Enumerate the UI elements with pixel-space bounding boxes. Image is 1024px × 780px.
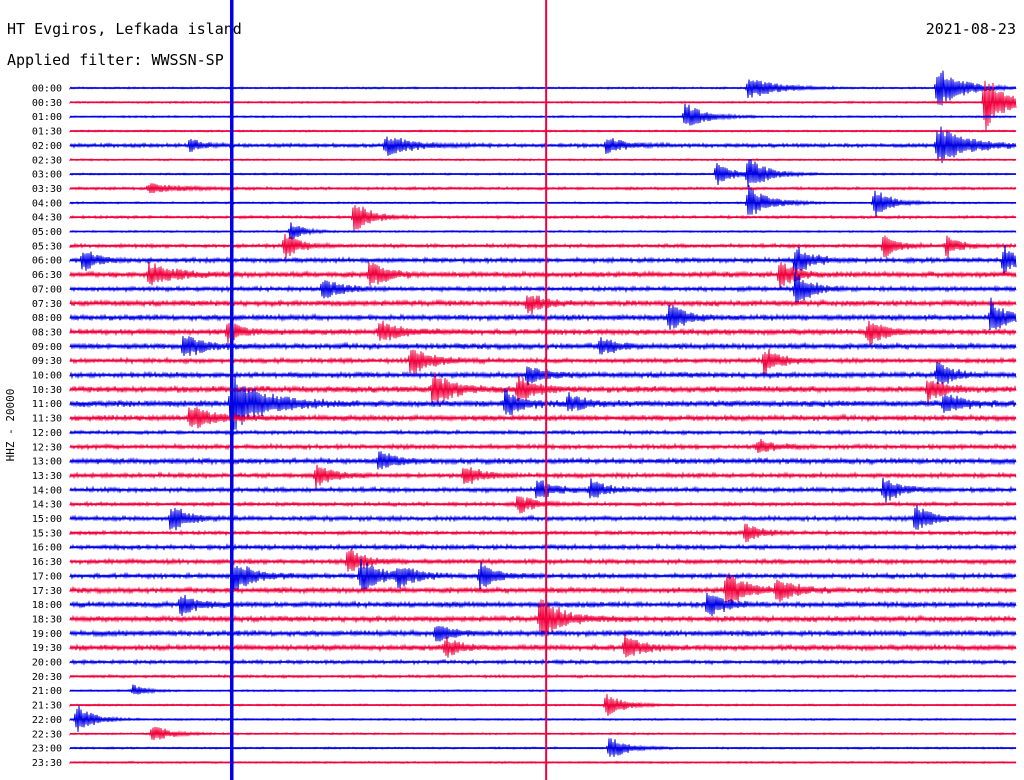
row-time-label: 17:00: [32, 571, 62, 582]
trace-line: [69, 438, 1017, 453]
row-time-label: 08:30: [32, 327, 62, 338]
row-time-label: 20:00: [32, 658, 62, 669]
row-time-label: 04:00: [32, 198, 62, 209]
trace-line: [69, 549, 1017, 572]
row-time-label: 05:00: [32, 227, 62, 238]
row-time-label: 07:30: [32, 299, 62, 310]
row-time-label: 14:00: [32, 485, 62, 496]
row-time-label: 21:00: [32, 686, 62, 697]
row-time-label: 13:30: [32, 471, 62, 482]
row-time-label: 15:30: [32, 528, 62, 539]
trace-line: [69, 159, 1017, 188]
trace-line: [69, 295, 1017, 315]
trace-line: [69, 103, 1017, 126]
row-time-label: 00:30: [32, 98, 62, 109]
row-time-label: 12:00: [32, 428, 62, 439]
row-time-label: 14:30: [32, 500, 62, 511]
trace-line: [69, 375, 1017, 430]
spike-layer: [230, 0, 548, 780]
row-time-label: 03:00: [32, 170, 62, 181]
trace-line: [69, 361, 1017, 386]
row-time-label: 06:00: [32, 256, 62, 267]
row-time-label: 01:00: [32, 112, 62, 123]
trace-line: [69, 634, 1017, 658]
row-time-label: 15:00: [32, 514, 62, 525]
row-time-label: 12:30: [32, 442, 62, 453]
row-time-label: 01:30: [32, 127, 62, 138]
station-title: HT Evgiros, Lefkada island: [7, 20, 242, 38]
trace-line: [69, 684, 1017, 695]
row-time-label: 05:30: [32, 241, 62, 252]
row-time-label: 18:30: [32, 614, 62, 625]
row-time-label: 09:30: [32, 356, 62, 367]
row-time-label: 19:30: [32, 643, 62, 654]
row-time-label: 16:00: [32, 543, 62, 554]
row-time-label: 23:30: [32, 758, 62, 769]
row-time-label: 03:30: [32, 184, 62, 195]
row-time-label: 11:00: [32, 399, 62, 410]
date-label: 2021-08-23: [925, 20, 1016, 38]
row-time-label: 20:30: [32, 672, 62, 683]
row-time-label: 16:30: [32, 557, 62, 568]
row-time-label: 17:30: [32, 586, 62, 597]
trace-rows: 00:00 00:30 01:00 01:30 02:00 02:30 03:00 03:30…: [32, 70, 1017, 769]
row-time-label: 22:00: [32, 715, 62, 726]
y-axis-label: HHZ - 20000: [4, 389, 17, 462]
row-time-label: 00:00: [32, 84, 62, 95]
row-time-label: 08:00: [32, 313, 62, 324]
row-time-label: 22:30: [32, 729, 62, 740]
row-time-label: 18:00: [32, 600, 62, 611]
row-time-label: 10:30: [32, 385, 62, 396]
row-time-label: 11:30: [32, 414, 62, 425]
row-time-label: 13:00: [32, 457, 62, 468]
row-time-label: 10:00: [32, 371, 62, 382]
row-time-label: 02:30: [32, 155, 62, 166]
row-time-label: 19:00: [32, 629, 62, 640]
row-time-label: 07:00: [32, 284, 62, 295]
row-time-label: 06:30: [32, 270, 62, 281]
row-time-label: 09:00: [32, 342, 62, 353]
row-time-label: 04:30: [32, 213, 62, 224]
row-time-label: 21:30: [32, 701, 62, 712]
row-time-label: 23:00: [32, 744, 62, 755]
filter-label: Applied filter: WWSSN-SP: [7, 51, 224, 69]
row-time-label: 02:00: [32, 141, 62, 152]
trace-line: [69, 261, 1017, 290]
